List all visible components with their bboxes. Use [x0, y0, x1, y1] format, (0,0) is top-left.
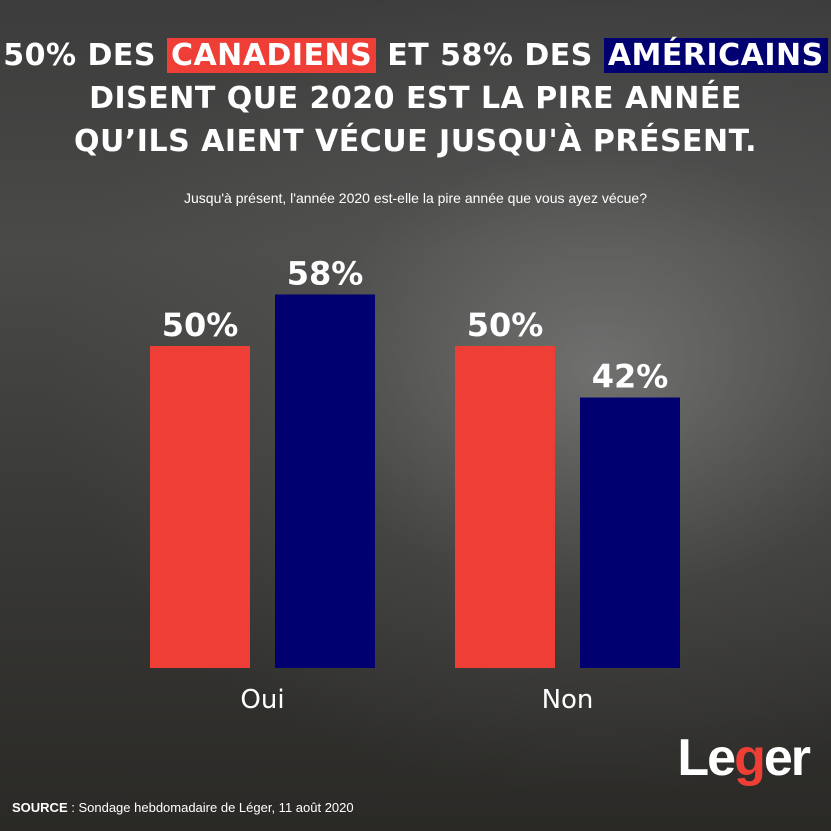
headline-text: DISENT QUE 2020 EST LA PIRE ANNÉE QU’ILS…: [74, 81, 757, 159]
bar-oui-1: [275, 294, 375, 668]
bar-oui-0: [150, 346, 250, 668]
headline-text: 50% DES: [3, 38, 167, 73]
data-label: 42%: [592, 358, 669, 396]
headline-text: ET 58% DES: [376, 38, 604, 73]
category-label: Oui: [240, 685, 284, 715]
highlight-americains: AMÉRICAINS: [603, 38, 828, 73]
data-label: 50%: [467, 306, 544, 344]
bar-non-0: [455, 346, 555, 668]
source-label: SOURCE: [12, 800, 68, 815]
bar-non-1: [580, 397, 680, 668]
category-label: Non: [542, 685, 594, 715]
source-note: SOURCE : Sondage hebdomadaire de Léger, …: [12, 800, 354, 815]
highlight-canadiens: CANADIENS: [166, 38, 377, 73]
headline: 50% DES CANADIENS ET 58% DES AMÉRICAINS …: [0, 34, 831, 163]
leger-logo: Leger: [677, 729, 811, 787]
data-label: 50%: [162, 306, 239, 344]
data-label: 58%: [287, 254, 364, 292]
source-text: : Sondage hebdomadaire de Léger, 11 août…: [67, 800, 354, 815]
survey-question: Jusqu'à présent, l'année 2020 est-elle l…: [184, 190, 647, 206]
